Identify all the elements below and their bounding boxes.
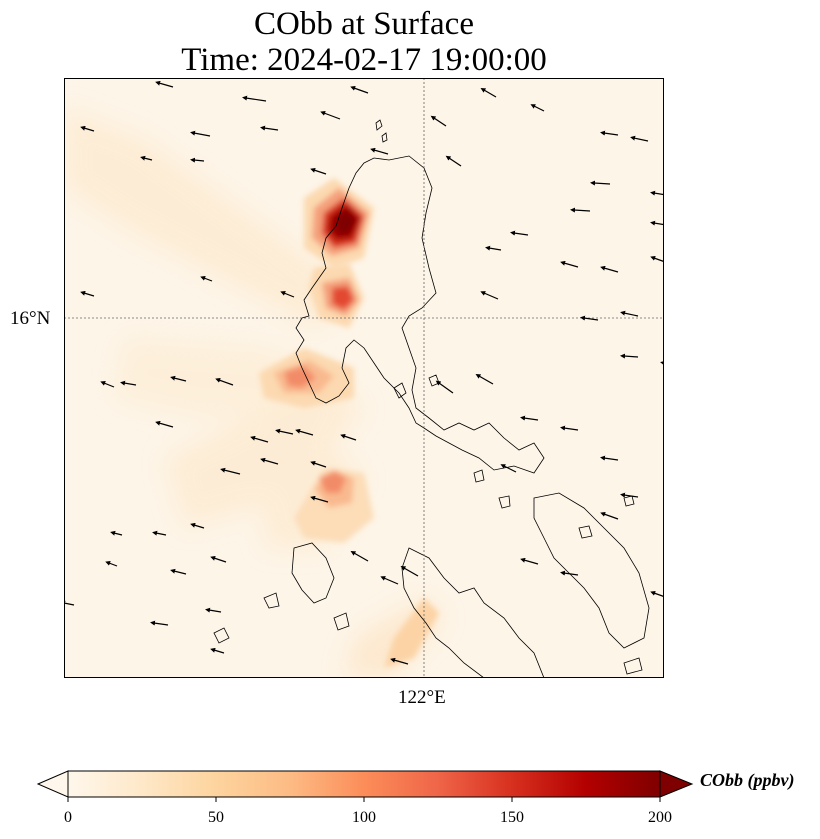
wind-arrow <box>445 155 462 167</box>
colorbar-tick-label: 0 <box>64 809 72 826</box>
wind-arrow <box>120 380 137 386</box>
wind-arrow <box>520 557 539 565</box>
mindoro-coastline <box>291 542 335 604</box>
colorbar-tick-label: 150 <box>500 809 524 826</box>
colorbar-tick-label: 100 <box>352 809 376 826</box>
wind-arrow <box>310 460 327 468</box>
wind-arrow <box>320 111 341 120</box>
wind-arrow <box>580 315 599 321</box>
wind-arrow <box>390 657 409 665</box>
wind-arrow <box>435 380 454 394</box>
wind-arrow <box>340 433 357 441</box>
wind-arrow <box>600 455 619 461</box>
wind-arrow <box>400 566 419 577</box>
western-plume <box>259 348 354 408</box>
wind-arrow <box>275 428 294 435</box>
visayas-coastline <box>401 547 545 678</box>
wind-arrow <box>600 511 619 520</box>
wind-arrow <box>170 568 187 575</box>
wind-arrow <box>64 600 75 606</box>
wind-arrow <box>600 130 619 136</box>
wind-arrow <box>205 607 222 613</box>
colorbar-ticks <box>67 797 661 802</box>
wind-arrow <box>560 425 579 431</box>
wind-arrow <box>155 80 174 88</box>
wind-arrow <box>310 495 329 503</box>
southern-plume <box>294 468 374 543</box>
map-subtitle-time: Time: 2024-02-17 19:00:00 <box>181 42 547 78</box>
wind-arrow <box>590 180 611 186</box>
wind-arrow <box>280 291 295 298</box>
colorbar-tick-label: 200 <box>648 809 672 826</box>
wind-arrow <box>200 276 213 282</box>
latitude-tick-label: 16°N <box>10 308 51 329</box>
wind-arrow <box>155 420 174 428</box>
wind-arrow <box>105 561 118 567</box>
wind-arrow <box>80 125 95 132</box>
samar-leyte-coastline <box>533 492 650 649</box>
wind-arrow <box>150 620 169 626</box>
wind-arrow <box>620 353 639 359</box>
wind-arrow <box>140 155 153 161</box>
wind-arrow <box>80 290 95 297</box>
southeast-plume <box>384 598 439 668</box>
map-border <box>64 78 664 678</box>
wind-arrow <box>250 435 269 443</box>
wind-arrow <box>190 157 205 163</box>
wind-arrow <box>170 375 187 382</box>
wind-arrow <box>430 115 447 127</box>
wind-arrow <box>210 555 227 563</box>
colorbar-tick-label: 50 <box>208 809 224 826</box>
wind-vectors <box>64 80 664 665</box>
map-title: CObb at Surface <box>254 6 474 42</box>
wind-arrow <box>560 260 579 268</box>
wind-arrow <box>570 207 591 213</box>
wind-arrow <box>520 415 539 421</box>
colorbar-gradient <box>67 770 661 798</box>
wind-arrow <box>600 265 619 273</box>
colorbar-max-extension <box>659 770 694 798</box>
wind-arrow <box>620 310 639 317</box>
wind-arrow <box>485 245 502 251</box>
colorbar-min-extension <box>36 770 69 798</box>
wind-arrow <box>295 428 314 436</box>
longitude-tick-label: 122°E <box>398 687 446 708</box>
map-panel <box>64 78 664 678</box>
colorbar <box>36 770 694 802</box>
wind-arrow <box>560 570 579 576</box>
wind-arrow <box>110 530 123 536</box>
wind-arrow <box>215 377 234 386</box>
wind-arrow <box>370 147 389 155</box>
northern-plume <box>304 178 374 268</box>
wind-arrow <box>310 167 327 175</box>
wind-arrow <box>210 647 225 654</box>
wind-arrow <box>190 130 211 137</box>
wind-arrow <box>152 530 167 536</box>
wind-arrow <box>220 467 241 475</box>
wind-arrow <box>650 220 664 226</box>
batanes-islets <box>375 119 388 143</box>
wind-arrow <box>500 464 517 473</box>
wind-arrow <box>510 230 529 236</box>
wind-arrow <box>350 551 369 562</box>
wind-arrow <box>475 374 494 385</box>
wind-arrow <box>380 576 399 585</box>
central-plume <box>309 263 364 328</box>
wind-arrow <box>190 522 205 529</box>
wind-arrow <box>480 87 497 98</box>
wind-arrow <box>630 135 649 142</box>
wind-arrow <box>100 381 115 388</box>
wind-arrow <box>260 457 279 465</box>
wind-arrow <box>650 590 664 598</box>
wind-arrow <box>480 291 499 300</box>
wind-arrow <box>530 104 545 112</box>
colorbar-unit-label: CObb (ppbv) <box>700 770 795 790</box>
wind-arrow <box>650 255 664 263</box>
luzon-coastline <box>295 155 545 474</box>
wind-arrow <box>260 125 279 131</box>
wind-arrow <box>350 85 369 94</box>
wind-arrow <box>650 190 664 196</box>
wind-arrow <box>620 492 639 498</box>
wind-arrow <box>242 95 267 102</box>
